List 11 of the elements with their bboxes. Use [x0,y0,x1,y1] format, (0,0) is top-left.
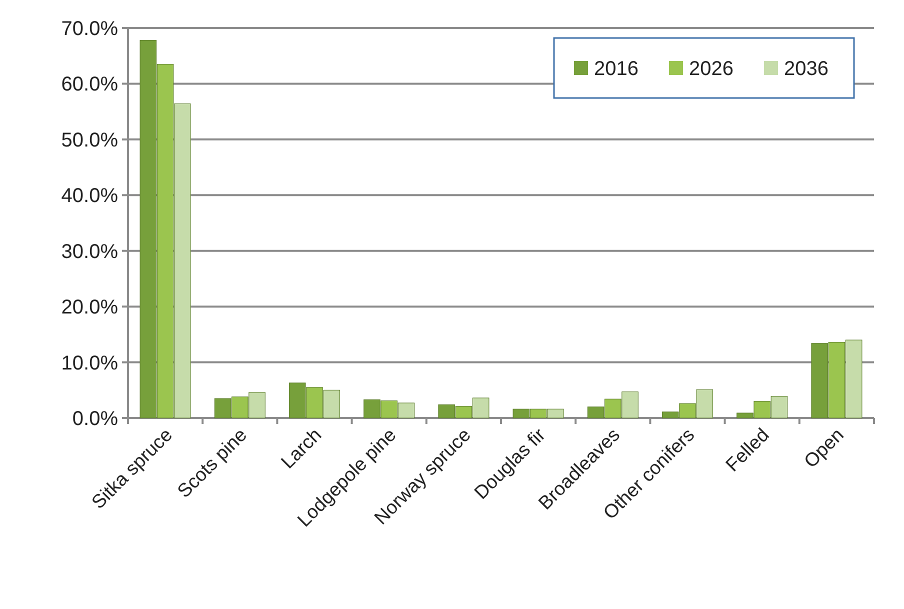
y-tick-label: 30.0% [61,240,118,263]
legend-label: 2036 [784,58,828,80]
y-tick-label: 10.0% [61,352,118,374]
y-tick-label: 0.0% [72,408,118,430]
legend-label: 2026 [689,58,734,80]
y-tick-label: 60.0% [61,74,118,96]
y-tick-label: 70.0% [61,18,118,40]
y-tick-label: 50.0% [61,129,118,152]
legend-label: 2016 [594,58,638,80]
y-tick-label: 20.0% [61,296,118,319]
y-tick-label: 40.0% [61,185,118,208]
